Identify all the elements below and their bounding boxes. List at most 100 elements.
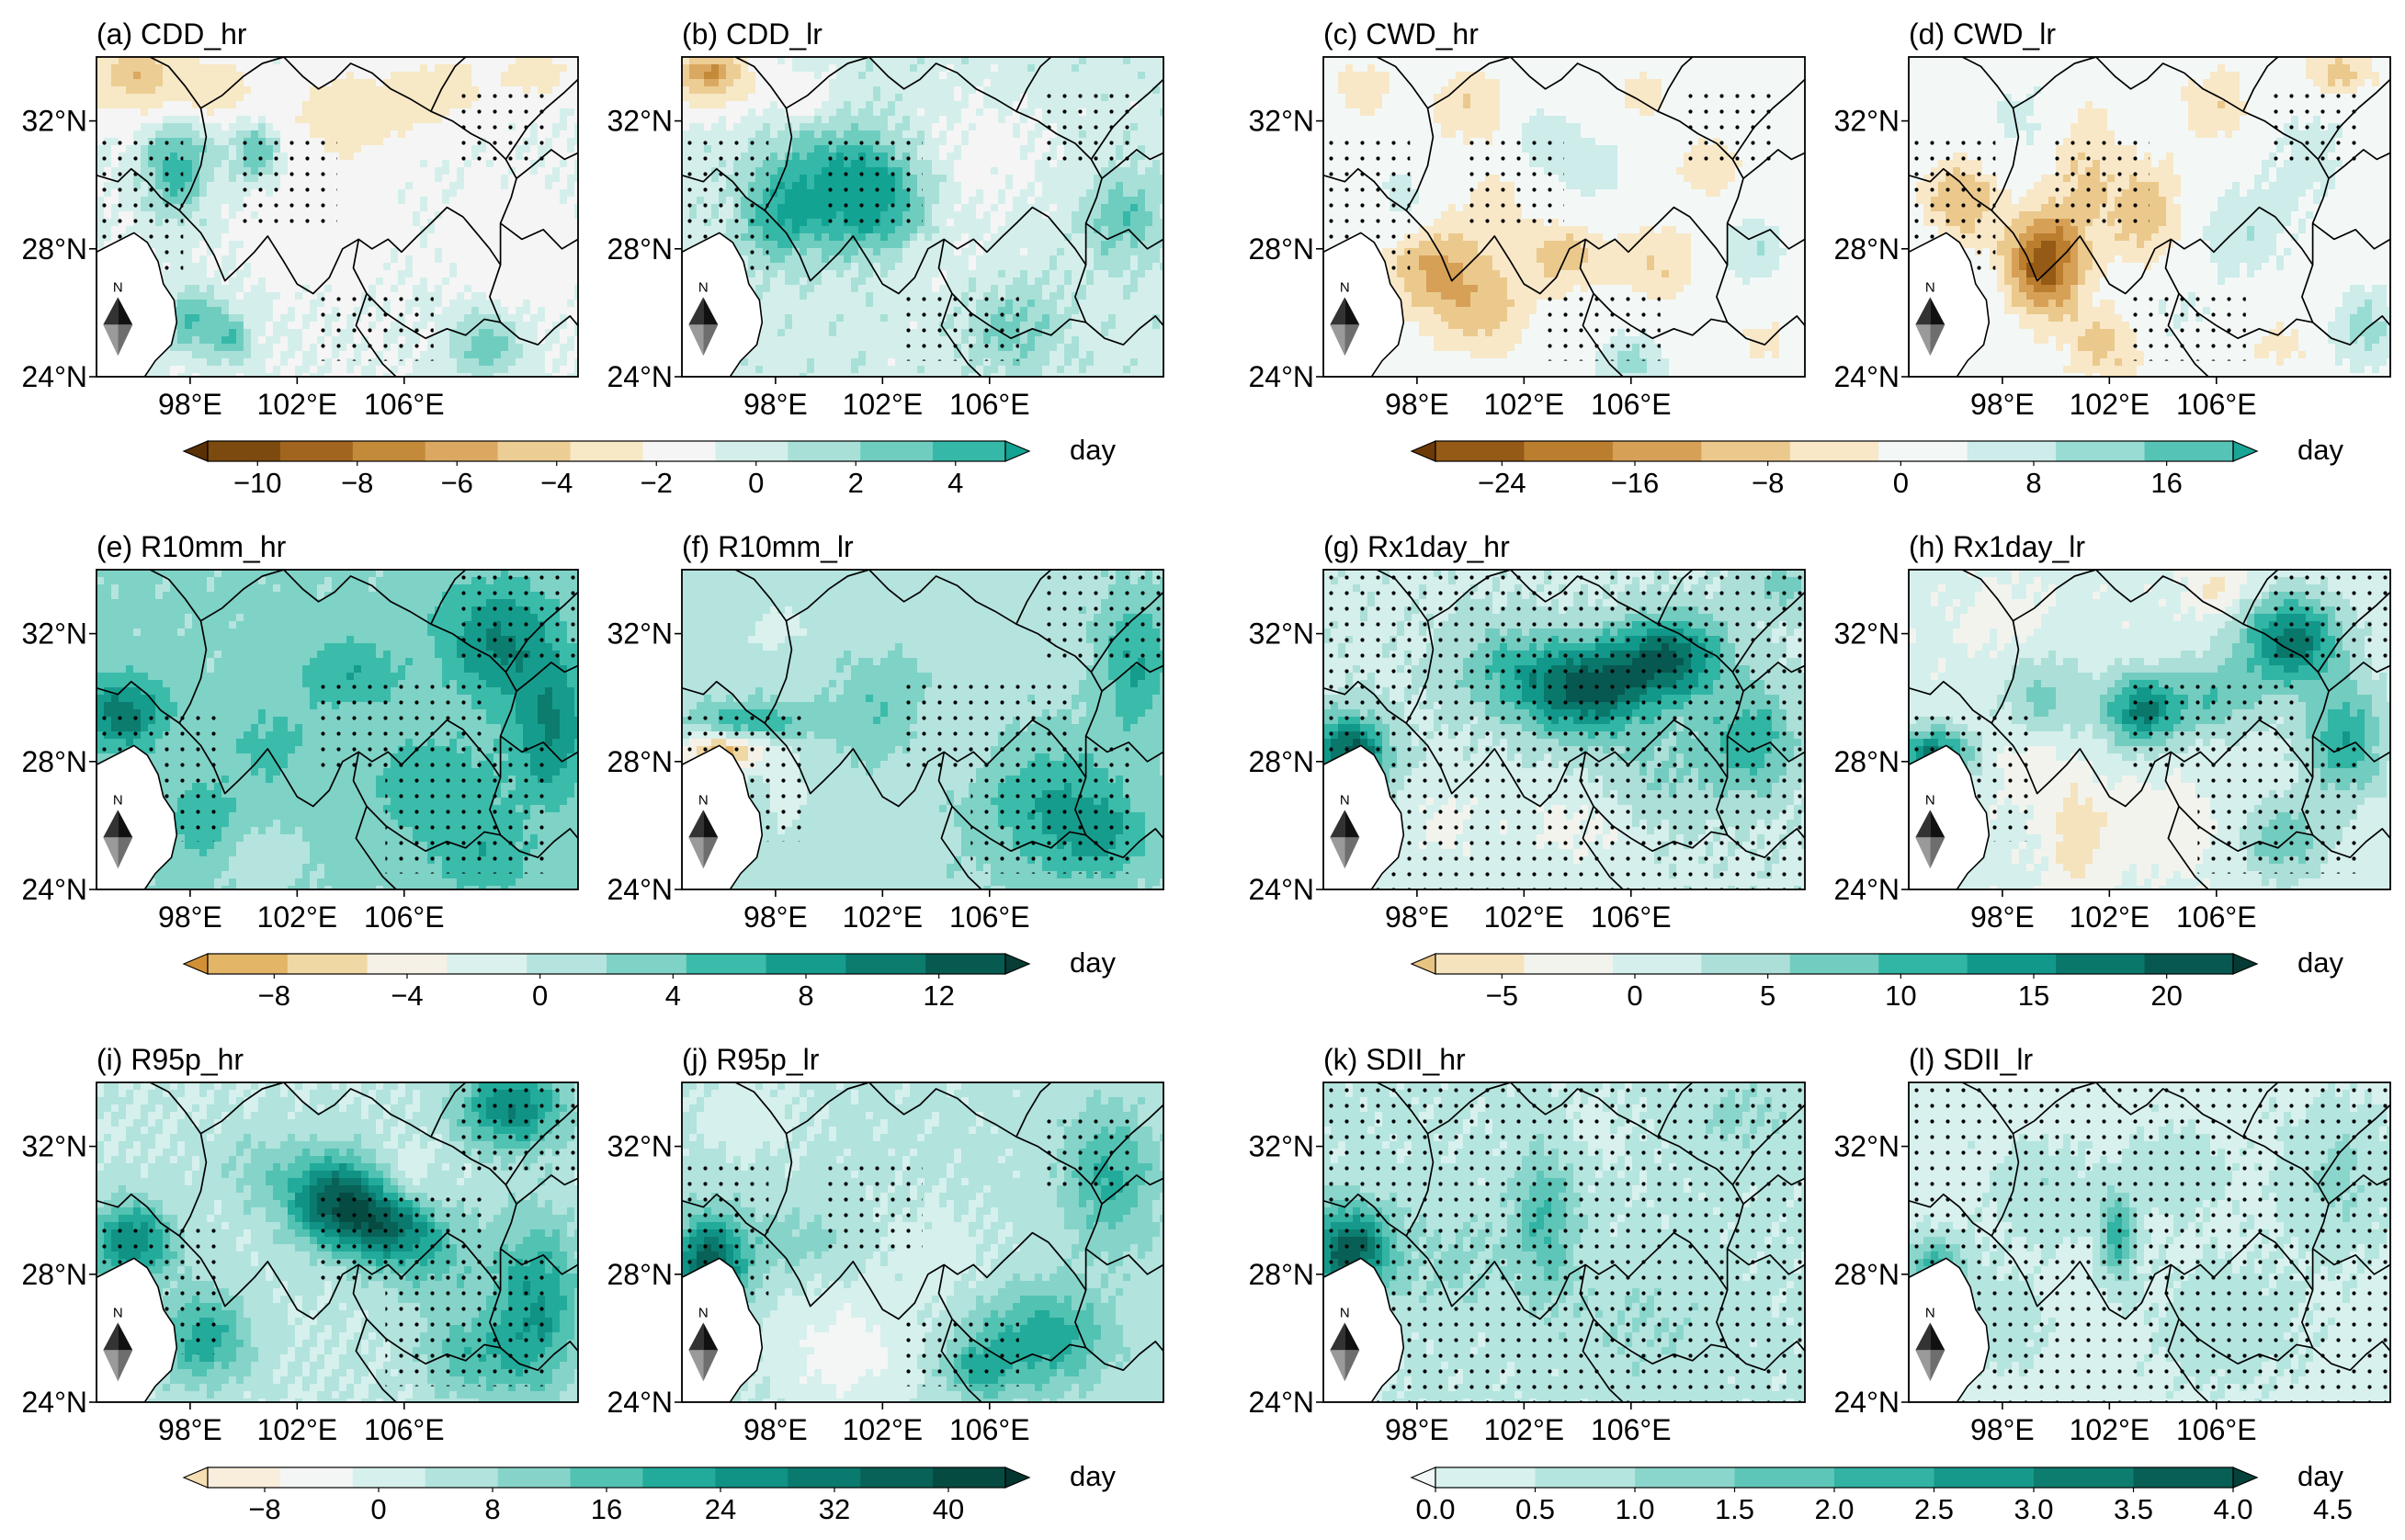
colorbar-segment <box>788 1467 861 1488</box>
lat-tick-label: 32°N <box>22 1130 88 1163</box>
panel-title: (b) CDD_lr <box>682 17 822 51</box>
map-frame <box>1322 569 1806 890</box>
province-boundary <box>500 222 578 250</box>
province-boundary <box>1015 1082 1052 1138</box>
province-boundary <box>1909 1082 2020 1237</box>
colorbar-segment <box>1789 441 1879 461</box>
province-boundary <box>2167 1319 2209 1402</box>
map-frame <box>96 1081 579 1403</box>
panel-f: (f) R10mm_lr N 32°N 28°N 24°N 98°E 102°E 106°E <box>607 530 1164 934</box>
lat-tick-label: 32°N <box>1834 1130 1900 1163</box>
colorbar-segment <box>1524 441 1614 461</box>
colorbar-tick-label: 0 <box>532 979 548 1012</box>
map-frame <box>1908 1081 2391 1403</box>
colorbar-segment <box>715 441 788 461</box>
province-boundary <box>430 570 467 625</box>
lon-tick-label: 102°E <box>257 1413 338 1446</box>
north-label: N <box>1340 1305 1350 1320</box>
lon-tick-label: 98°E <box>1970 1413 2035 1446</box>
province-boundary <box>2312 735 2390 763</box>
colorbar-segment <box>1734 1467 1835 1488</box>
colorbar-segment <box>1612 954 1702 974</box>
province-boundary <box>505 1104 578 1185</box>
colorbar-segment <box>425 441 499 461</box>
province-boundary <box>868 570 1163 859</box>
province-boundary <box>764 1231 1087 1320</box>
province-boundary <box>764 719 1087 808</box>
colorbar-tick-label: −16 <box>1611 467 1660 499</box>
colorbar-tick-label: 8 <box>484 1493 500 1525</box>
lat-tick-label: 32°N <box>607 105 674 138</box>
province-boundary <box>1090 591 1163 673</box>
colorbar-max-extend <box>2232 1466 2259 1489</box>
province-boundary <box>937 239 1086 340</box>
colorbar-tick-label: −6 <box>441 467 473 499</box>
panel-d: (d) CWD_lr N 32°N 28°N 24°N 98°E 102°E 106°E <box>1834 17 2391 421</box>
panel-title: (f) R10mm_lr <box>682 530 854 563</box>
colorbar-cwd: −24 −16 −8 0 8 16 day <box>1410 434 2343 499</box>
colorbar-segment <box>1535 1467 1636 1488</box>
province-boundary <box>1090 78 1163 160</box>
lat-tick-label: 24°N <box>22 1386 88 1419</box>
colorbar-segment <box>527 954 607 974</box>
colorbar-unit: day <box>2297 946 2343 979</box>
province-boundary <box>1510 1082 1805 1372</box>
colorbar-max-extend <box>2232 953 2259 975</box>
colorbar-tick-label: 3.5 <box>2114 1493 2153 1525</box>
colorbar-segment <box>1612 441 1702 461</box>
province-boundary <box>2013 57 2097 109</box>
panel-k: (k) SDII_hr N 32°N 28°N 24°N 98°E 102°E 106°E <box>1249 1043 1806 1446</box>
province-boundary <box>1085 1248 1163 1275</box>
colorbar-min-extend <box>182 440 209 462</box>
colorbar-segment <box>2034 1467 2134 1488</box>
province-boundary <box>1727 735 1805 763</box>
colorbar-segment <box>1934 1467 2035 1488</box>
province-boundary <box>1991 206 2314 295</box>
colorbar-segment <box>287 954 369 974</box>
lon-tick-label: 102°E <box>843 1413 924 1446</box>
province-boundary <box>1991 1231 2314 1320</box>
panel-g: (g) Rx1day_hr N 32°N 28°N 24°N 98°E 102°E 106°E <box>1249 530 1806 934</box>
province-boundary <box>2095 1082 2390 1372</box>
colorbar-max-extend <box>1004 1466 1031 1489</box>
colorbar-tick-label: 12 <box>923 979 954 1012</box>
province-boundary <box>516 1174 578 1205</box>
panel-title: (d) CWD_lr <box>1909 17 2056 51</box>
lon-tick-label: 102°E <box>843 388 924 421</box>
field-map <box>96 57 578 377</box>
colorbar-rx1: −5 0 5 10 15 20 day <box>1410 946 2343 1012</box>
colorbar-max-extend <box>2232 440 2259 462</box>
colorbar-segment <box>860 441 934 461</box>
lon-tick-label: 98°E <box>158 1413 222 1446</box>
colorbar-tick-label: 0 <box>748 467 764 499</box>
province-boundary <box>200 57 285 109</box>
colorbar-segment <box>352 1467 426 1488</box>
lat-tick-label: 28°N <box>1249 745 1315 778</box>
lon-tick-label: 98°E <box>1970 388 2035 421</box>
panel-c: (c) CWD_hr N 32°N 28°N 24°N 98°E 102°E 106°E <box>1249 17 1806 421</box>
province-boundary <box>1085 222 1163 250</box>
lon-tick-label: 98°E <box>1385 388 1449 421</box>
province-boundary <box>178 1231 502 1320</box>
map-frame <box>1908 56 2391 378</box>
lat-tick-label: 32°N <box>22 105 88 138</box>
lat-tick-label: 28°N <box>1834 745 1900 778</box>
lat-tick-label: 32°N <box>1249 1130 1315 1163</box>
colorbar-tick-label: −5 <box>1486 979 1518 1012</box>
province-boundary <box>1731 1104 1805 1185</box>
province-boundary <box>1323 1082 1435 1237</box>
province-boundary <box>283 1082 578 1372</box>
north-label: N <box>113 1305 123 1320</box>
colorbar-tick-label: −24 <box>1478 467 1526 499</box>
province-boundary <box>355 293 397 377</box>
lon-tick-label: 102°E <box>1484 388 1565 421</box>
province-boundary <box>1090 1104 1163 1185</box>
province-boundary <box>786 570 870 622</box>
province-boundary <box>2328 1174 2390 1205</box>
lon-tick-label: 102°E <box>1484 1413 1565 1446</box>
province-boundary <box>500 1248 578 1275</box>
field-map <box>1909 570 2390 889</box>
field-map <box>96 1082 578 1402</box>
colorbar-segment <box>607 954 687 974</box>
